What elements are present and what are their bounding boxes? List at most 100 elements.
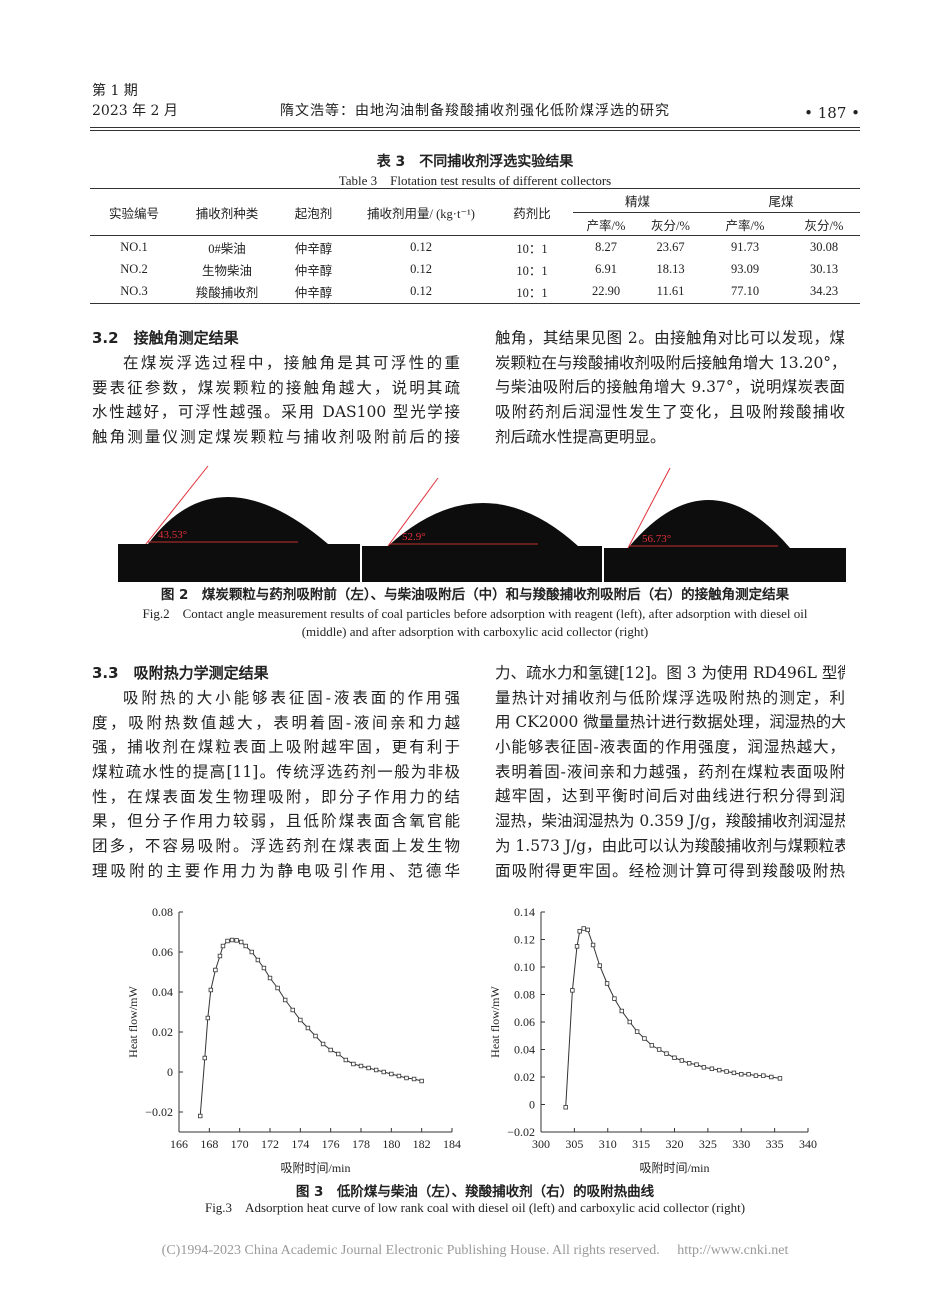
section-heading-3-2: 3.2 接触角测定结果 (92, 329, 239, 347)
table-cell: NO.1 (120, 239, 148, 254)
header-id: 实验编号 (108, 206, 159, 221)
table-cell: 23.67 (656, 239, 685, 254)
text-line: 度，吸附热数值越大，表明着固-液间亲和力越 (92, 713, 460, 732)
data-point (229, 937, 235, 943)
copyright-text: (C)1994-2023 China Academic Journal Elec… (161, 1243, 660, 1258)
text-line: 越牢固，达到平衡时间后对曲线进行积分得到润 (495, 787, 845, 806)
x-tick-label: 178 (352, 1137, 370, 1151)
data-point (202, 1055, 207, 1061)
table-cell: 22.90 (591, 284, 621, 298)
data-point (590, 942, 596, 948)
text-line: 性，在煤表面发生物理吸附，即分子作用力的结 (92, 787, 460, 806)
y-tick-label: 0.04 (514, 1043, 535, 1057)
data-point (709, 1066, 715, 1071)
data-point (305, 1025, 311, 1031)
data-point (411, 1076, 417, 1082)
cnki-url[interactable]: http://www.cnki.net (677, 1243, 789, 1258)
data-point (267, 975, 273, 981)
chart-carboxylic-acid: 300 305 310 315 320 325 330 335 340 −0.02 0 0.02 0.0… (488, 905, 817, 1175)
x-tick-label: 315 (632, 1137, 650, 1151)
data-point (282, 997, 288, 1003)
data-point (396, 1073, 402, 1079)
x-tick-label: 180 (382, 1137, 400, 1151)
text-line: 煤粒疏水性的提高[11]。传统浮选药剂一般为非极 (92, 763, 460, 782)
x-tick-label: 172 (261, 1137, 279, 1151)
data-point (612, 996, 617, 1001)
table-cell: NO.3 (120, 284, 148, 298)
text-line: 吸附药剂后润湿性发生了变化，且吸附羧酸捕收 (495, 403, 845, 422)
y-tick-label: 0.08 (152, 905, 173, 919)
table-cell: 34.23 (809, 284, 839, 298)
y-axis-label: Heat flow/mW (488, 986, 502, 1058)
data-point (761, 1073, 766, 1078)
text-line: 面吸附得更牢固。经检测计算可得到羧酸吸附热 (495, 861, 845, 880)
header-ratio: 药剂比 (513, 206, 551, 221)
data-point (213, 967, 218, 973)
table-cell: 18.13 (656, 261, 685, 276)
x-tick-label: 340 (799, 1137, 817, 1151)
data-point (649, 1043, 655, 1048)
text-line: 炭颗粒在与羧酸捕收剂吸附后接触角增大 13.20°， (495, 353, 845, 372)
x-tick-label: 170 (231, 1137, 249, 1151)
section-3-2-left-column: 在煤炭浮选过程中，接触角是其可浮性的重 要表征参数，煤炭颗粒的接触角越大，说明其疏… (92, 351, 460, 450)
angle-label-left: 43.53° (158, 529, 187, 541)
y-tick-label: −0.02 (507, 1125, 535, 1139)
x-tick-label: 325 (699, 1137, 717, 1151)
data-point (389, 1071, 394, 1077)
data-point (686, 1061, 692, 1066)
table-cell: 91.73 (730, 239, 760, 254)
table-row: NO.1 0#柴油 仲辛醇 0.12 10：1 8.27 23.67 91.73 30.08 (90, 236, 860, 259)
x-tick-label: 166 (170, 1137, 188, 1151)
data-point (619, 1008, 624, 1014)
data-point (343, 1057, 349, 1063)
data-point (642, 1036, 647, 1041)
data-point (739, 1072, 744, 1077)
text-line: 果，但分子作用力较弱，且低阶煤表面含氧官能 (92, 812, 460, 831)
data-point (664, 1051, 669, 1056)
y-tick-label: 0.12 (514, 933, 535, 947)
data-point (570, 988, 575, 993)
x-tick-label: 310 (599, 1137, 617, 1151)
table-row: NO.2 生物柴油 仲辛醇 0.12 10：1 6.91 18.13 93.09 30.13 (90, 258, 860, 281)
x-tick-label: 184 (443, 1137, 461, 1151)
table-cell: 10：1 (516, 286, 548, 300)
table-cell: 生物柴油 (201, 263, 252, 278)
table-cell: 羧酸捕收剂 (195, 286, 259, 300)
section-3-3-right-column: 力、疏水力和氢键[12]。图 3 为使用 RD496L 型微 量热计对捕收剂与低阶… (495, 661, 845, 883)
data-point (225, 938, 230, 944)
data-point (217, 953, 223, 959)
x-axis-label: 吸附时间/min (639, 1161, 709, 1175)
data-point (205, 1015, 211, 1021)
copyright-footer: (C)1994-2023 China Academic Journal Elec… (0, 1243, 950, 1259)
table-cell: 仲辛醇 (294, 241, 333, 256)
data-point (234, 938, 239, 943)
text-line: 小能够表征固-液表面的作用强度，润湿热越大， (495, 738, 845, 757)
data-point (275, 985, 280, 991)
data-line (199, 939, 422, 1117)
text-line: 量热计对捕收剂与低阶煤浮选吸附热的测定，利 (495, 688, 845, 707)
data-point (724, 1069, 729, 1074)
text-line: 水性越好，可浮性越强。采用 DAS100 型光学接 (92, 403, 460, 422)
x-tick-label: 182 (413, 1137, 431, 1151)
x-tick-label: 174 (291, 1137, 309, 1151)
y-tick-label: 0.06 (152, 945, 173, 959)
running-title: 隋文浩等：由地沟油制备羧酸捕收剂强化低阶煤浮选的研究 (280, 103, 670, 119)
text-line: 吸附热的大小能够表征固-液表面的作用强 (123, 689, 460, 707)
header-tailings-yield: 产率/% (725, 218, 765, 233)
text-line: 湿热，柴油润湿热为 0.359 J/g，羧酸捕收剂润湿热 (495, 812, 845, 831)
data-point (701, 1065, 707, 1070)
data-point (249, 949, 254, 955)
x-tick-label: 168 (200, 1137, 218, 1151)
data-point (777, 1076, 783, 1081)
figure-2-caption-cn: 图 2 煤炭颗粒与药剂吸附前（左）、与柴油吸附后（中）和与羧酸捕收剂吸附后（右）… (160, 587, 790, 603)
text-line: 要表征参数，煤炭颗粒的接触角越大，说明其疏 (92, 378, 460, 397)
header-rule (90, 130, 860, 131)
data-point (679, 1058, 685, 1063)
data-point (746, 1072, 751, 1077)
photo-left: 43.53° (118, 465, 360, 582)
x-tick-label: 335 (766, 1137, 784, 1151)
data-point (656, 1047, 662, 1052)
data-point (238, 939, 244, 945)
table-cell: 0.12 (410, 239, 432, 254)
y-tick-label: 0.10 (514, 960, 535, 974)
